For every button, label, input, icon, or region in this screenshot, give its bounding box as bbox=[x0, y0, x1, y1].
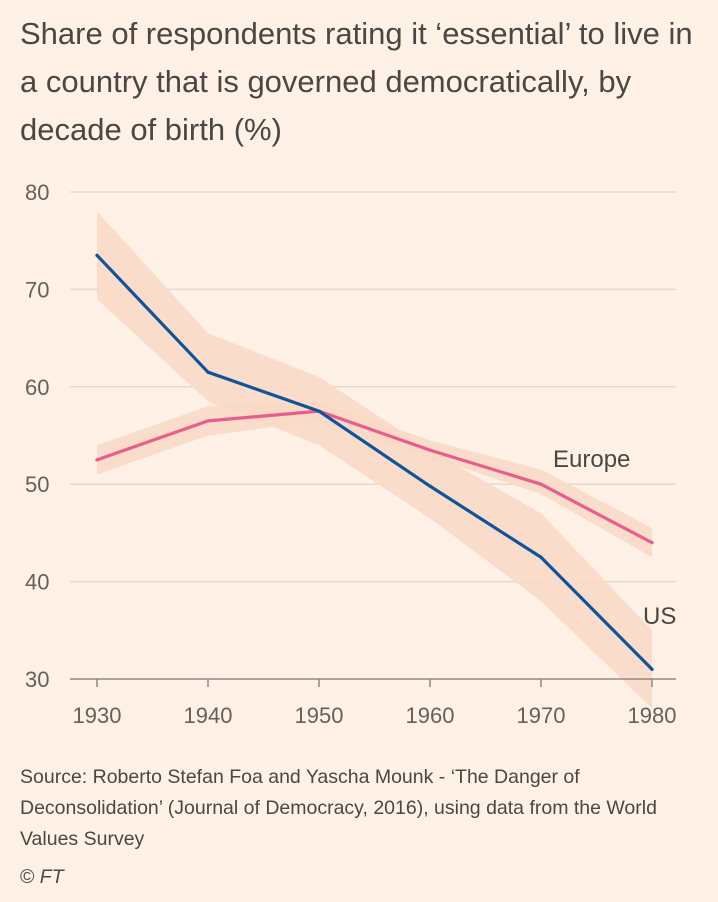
x-tick-label-1940: 1940 bbox=[184, 703, 233, 728]
line-europe bbox=[95, 409, 654, 545]
x-tick-label-1950: 1950 bbox=[295, 703, 344, 728]
y-axis-labels: 30 40 50 60 70 80 bbox=[25, 180, 49, 692]
band-us bbox=[97, 211, 652, 709]
x-tick-label-1970: 1970 bbox=[517, 703, 566, 728]
point-europe-1960 bbox=[428, 448, 432, 452]
copyright: © FT bbox=[20, 862, 64, 892]
point-us-1940 bbox=[206, 370, 210, 374]
x-tick-label-1980: 1980 bbox=[628, 703, 677, 728]
chart-title: Share of respondents rating it ‘essentia… bbox=[20, 16, 693, 147]
point-us-1930 bbox=[95, 253, 99, 257]
point-us-1950 bbox=[317, 409, 321, 413]
x-tick-label-1960: 1960 bbox=[406, 703, 455, 728]
y-tick-label-50: 50 bbox=[25, 472, 49, 497]
x-axis-labels: 1930 1940 1950 1960 1970 1980 bbox=[73, 703, 677, 728]
source-note: Source: Roberto Stefan Foa and Yascha Mo… bbox=[20, 766, 657, 850]
point-us-1960 bbox=[428, 484, 432, 488]
y-tick-label-40: 40 bbox=[25, 570, 49, 595]
y-tick-label-80: 80 bbox=[25, 180, 49, 205]
copyright-symbol: © bbox=[20, 866, 35, 888]
point-europe-1940 bbox=[206, 419, 210, 423]
point-europe-1930 bbox=[95, 458, 99, 462]
y-tick-label-70: 70 bbox=[25, 277, 49, 302]
x-axis bbox=[70, 678, 676, 687]
confidence-bands bbox=[97, 211, 652, 709]
point-us-1970 bbox=[539, 555, 543, 559]
copyright-org: FT bbox=[39, 866, 64, 888]
series-lines bbox=[95, 253, 654, 671]
point-europe-1980 bbox=[650, 541, 654, 545]
y-tick-label-60: 60 bbox=[25, 375, 49, 400]
series-label-us: US bbox=[643, 603, 676, 630]
point-us-1980 bbox=[650, 667, 654, 671]
y-tick-label-30: 30 bbox=[25, 667, 49, 692]
series-labels: Europe US bbox=[553, 446, 676, 630]
line-us bbox=[95, 253, 654, 671]
gridlines bbox=[70, 191, 676, 583]
series-label-europe: Europe bbox=[553, 446, 630, 473]
point-europe-1970 bbox=[539, 482, 543, 486]
x-tick-label-1930: 1930 bbox=[73, 703, 122, 728]
